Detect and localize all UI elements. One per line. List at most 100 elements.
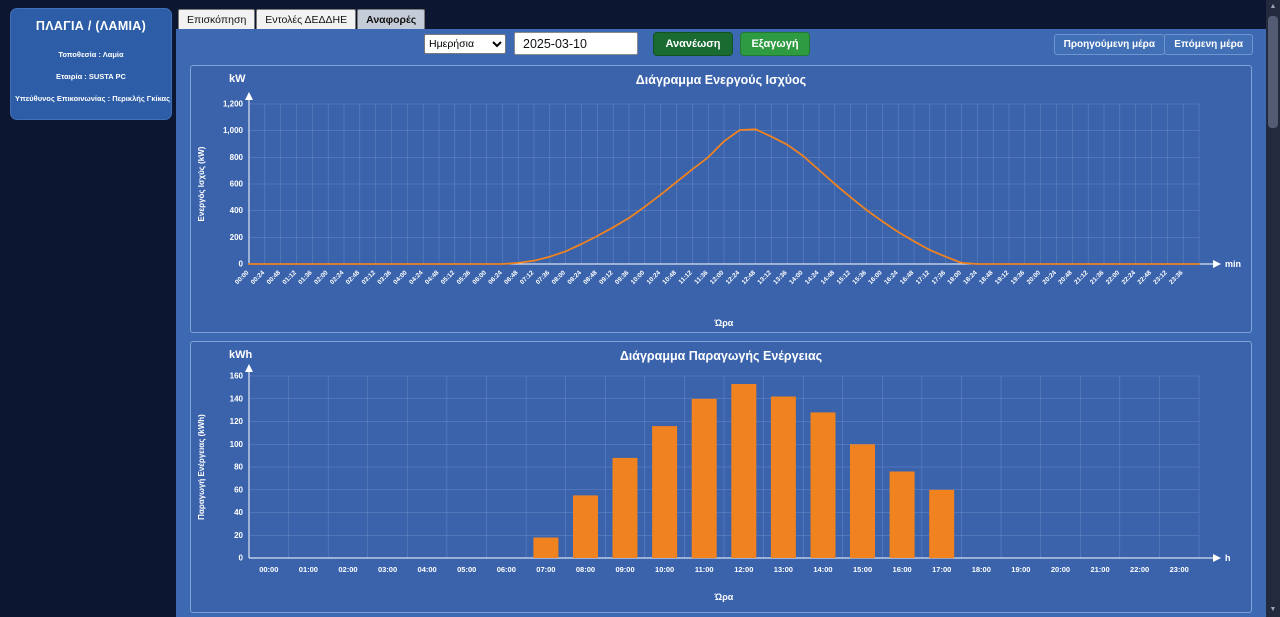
scroll-up-icon[interactable]: ▲	[1266, 0, 1280, 14]
svg-text:20:48: 20:48	[1057, 269, 1074, 286]
svg-text:200: 200	[230, 233, 244, 242]
tab-reports[interactable]: Αναφορές	[357, 9, 425, 29]
svg-text:02:00: 02:00	[313, 269, 330, 286]
svg-text:19:36: 19:36	[1010, 269, 1027, 286]
x-axis-unit-label: h	[1225, 553, 1231, 563]
svg-text:09:36: 09:36	[614, 269, 631, 286]
svg-text:23:12: 23:12	[1152, 269, 1169, 286]
svg-text:12:24: 12:24	[725, 269, 742, 286]
x-axis-arrow-icon	[1213, 554, 1221, 562]
power-chart-header: kW Διάγραμμα Ενεργούς Ισχύος	[191, 66, 1251, 88]
svg-text:12:00: 12:00	[709, 269, 726, 286]
main-content: Ημερήσια Ανανέωση Εξαγωγή Προηγούμενη μέ…	[176, 29, 1266, 617]
tab-overview[interactable]: Επισκόπηση	[178, 9, 255, 29]
svg-text:00:00: 00:00	[259, 565, 278, 574]
svg-text:04:48: 04:48	[424, 269, 441, 286]
svg-text:05:36: 05:36	[456, 269, 473, 286]
svg-text:14:48: 14:48	[820, 269, 837, 286]
energy-bar	[652, 426, 677, 558]
energy-bar	[811, 412, 836, 558]
energy-bar	[929, 490, 954, 558]
power-unit-label: kW	[229, 73, 246, 85]
svg-text:01:36: 01:36	[297, 269, 314, 286]
plant-contact: Υπεύθυνος Επικοινωνίας : Περικλής Γκίκας	[15, 94, 167, 103]
svg-text:04:24: 04:24	[408, 269, 425, 286]
svg-text:09:12: 09:12	[598, 269, 615, 286]
svg-text:21:36: 21:36	[1089, 269, 1106, 286]
svg-text:17:36: 17:36	[931, 269, 948, 286]
energy-bar	[731, 384, 756, 558]
svg-text:1,200: 1,200	[223, 100, 244, 109]
svg-text:0: 0	[239, 554, 244, 563]
svg-text:10:00: 10:00	[630, 269, 647, 286]
active-power-chart-panel: kW Διάγραμμα Ενεργούς Ισχύος 02004006008…	[190, 65, 1252, 333]
energy-chart-header: kWh Διάγραμμα Παραγωγής Ενέργειας	[191, 342, 1251, 364]
svg-text:06:48: 06:48	[503, 269, 520, 286]
svg-text:80: 80	[234, 463, 243, 472]
next-day-button[interactable]: Επόμενη μέρα	[1164, 34, 1253, 55]
svg-text:08:00: 08:00	[576, 565, 595, 574]
x-axis-label: Ώρα	[714, 318, 734, 328]
energy-bar	[771, 397, 796, 559]
energy-bar	[533, 538, 558, 559]
svg-text:07:00: 07:00	[536, 565, 555, 574]
tab-deddie-orders[interactable]: Εντολές ΔΕΔΔΗΕ	[256, 9, 356, 29]
svg-text:22:24: 22:24	[1121, 269, 1138, 286]
svg-text:05:12: 05:12	[440, 269, 457, 286]
svg-text:600: 600	[230, 180, 244, 189]
previous-day-button[interactable]: Προηγούμενη μέρα	[1054, 34, 1165, 55]
date-input[interactable]	[514, 32, 638, 55]
svg-text:800: 800	[230, 153, 244, 162]
plant-title: ΠΛΑΓΙΑ / (ΛΑΜΙΑ)	[15, 19, 167, 33]
svg-text:12:00: 12:00	[734, 565, 753, 574]
svg-text:23:00: 23:00	[1170, 565, 1189, 574]
svg-text:00:48: 00:48	[266, 269, 283, 286]
svg-text:13:36: 13:36	[772, 269, 789, 286]
svg-text:13:00: 13:00	[774, 565, 793, 574]
svg-text:11:00: 11:00	[695, 565, 714, 574]
svg-text:06:24: 06:24	[487, 269, 504, 286]
svg-text:22:48: 22:48	[1136, 269, 1153, 286]
svg-text:08:00: 08:00	[551, 269, 568, 286]
svg-text:100: 100	[230, 440, 244, 449]
svg-text:12:48: 12:48	[741, 269, 758, 286]
energy-bar	[850, 444, 875, 558]
export-button[interactable]: Εξαγωγή	[740, 32, 810, 56]
svg-text:08:48: 08:48	[582, 269, 599, 286]
svg-text:10:48: 10:48	[661, 269, 678, 286]
svg-text:11:36: 11:36	[693, 269, 710, 286]
vertical-scrollbar[interactable]: ▲ ▼	[1266, 0, 1280, 617]
svg-text:02:48: 02:48	[345, 269, 362, 286]
svg-text:20:00: 20:00	[1051, 565, 1070, 574]
svg-text:14:24: 14:24	[804, 269, 821, 286]
svg-text:14:00: 14:00	[813, 565, 832, 574]
svg-text:02:24: 02:24	[329, 269, 346, 286]
y-tick-labels: 02004006008001,0001,200	[223, 100, 244, 269]
energy-bars	[533, 384, 954, 558]
svg-text:16:24: 16:24	[883, 269, 900, 286]
svg-text:22:00: 22:00	[1130, 565, 1149, 574]
y-axis-arrow-icon	[245, 364, 253, 372]
scroll-down-icon[interactable]: ▼	[1266, 603, 1280, 617]
svg-text:04:00: 04:00	[392, 269, 409, 286]
svg-text:18:24: 18:24	[962, 269, 979, 286]
svg-text:120: 120	[230, 417, 244, 426]
svg-text:18:00: 18:00	[946, 269, 963, 286]
x-axis-unit-label: min	[1225, 259, 1241, 269]
svg-text:03:36: 03:36	[376, 269, 393, 286]
period-select[interactable]: Ημερήσια	[424, 34, 506, 54]
svg-text:21:12: 21:12	[1073, 269, 1090, 286]
svg-text:15:12: 15:12	[836, 269, 853, 286]
svg-text:08:24: 08:24	[566, 269, 583, 286]
scrollbar-thumb[interactable]	[1268, 16, 1278, 128]
svg-text:07:12: 07:12	[519, 269, 536, 286]
energy-bar	[692, 399, 717, 558]
svg-text:17:00: 17:00	[932, 565, 951, 574]
active-power-chart: 02004006008001,0001,20000:0000:2400:4801…	[193, 88, 1249, 332]
refresh-button[interactable]: Ανανέωση	[653, 32, 733, 56]
svg-text:15:00: 15:00	[853, 565, 872, 574]
svg-text:14:00: 14:00	[788, 269, 805, 286]
svg-text:140: 140	[230, 394, 244, 403]
svg-text:19:12: 19:12	[994, 269, 1011, 286]
svg-text:18:48: 18:48	[978, 269, 995, 286]
